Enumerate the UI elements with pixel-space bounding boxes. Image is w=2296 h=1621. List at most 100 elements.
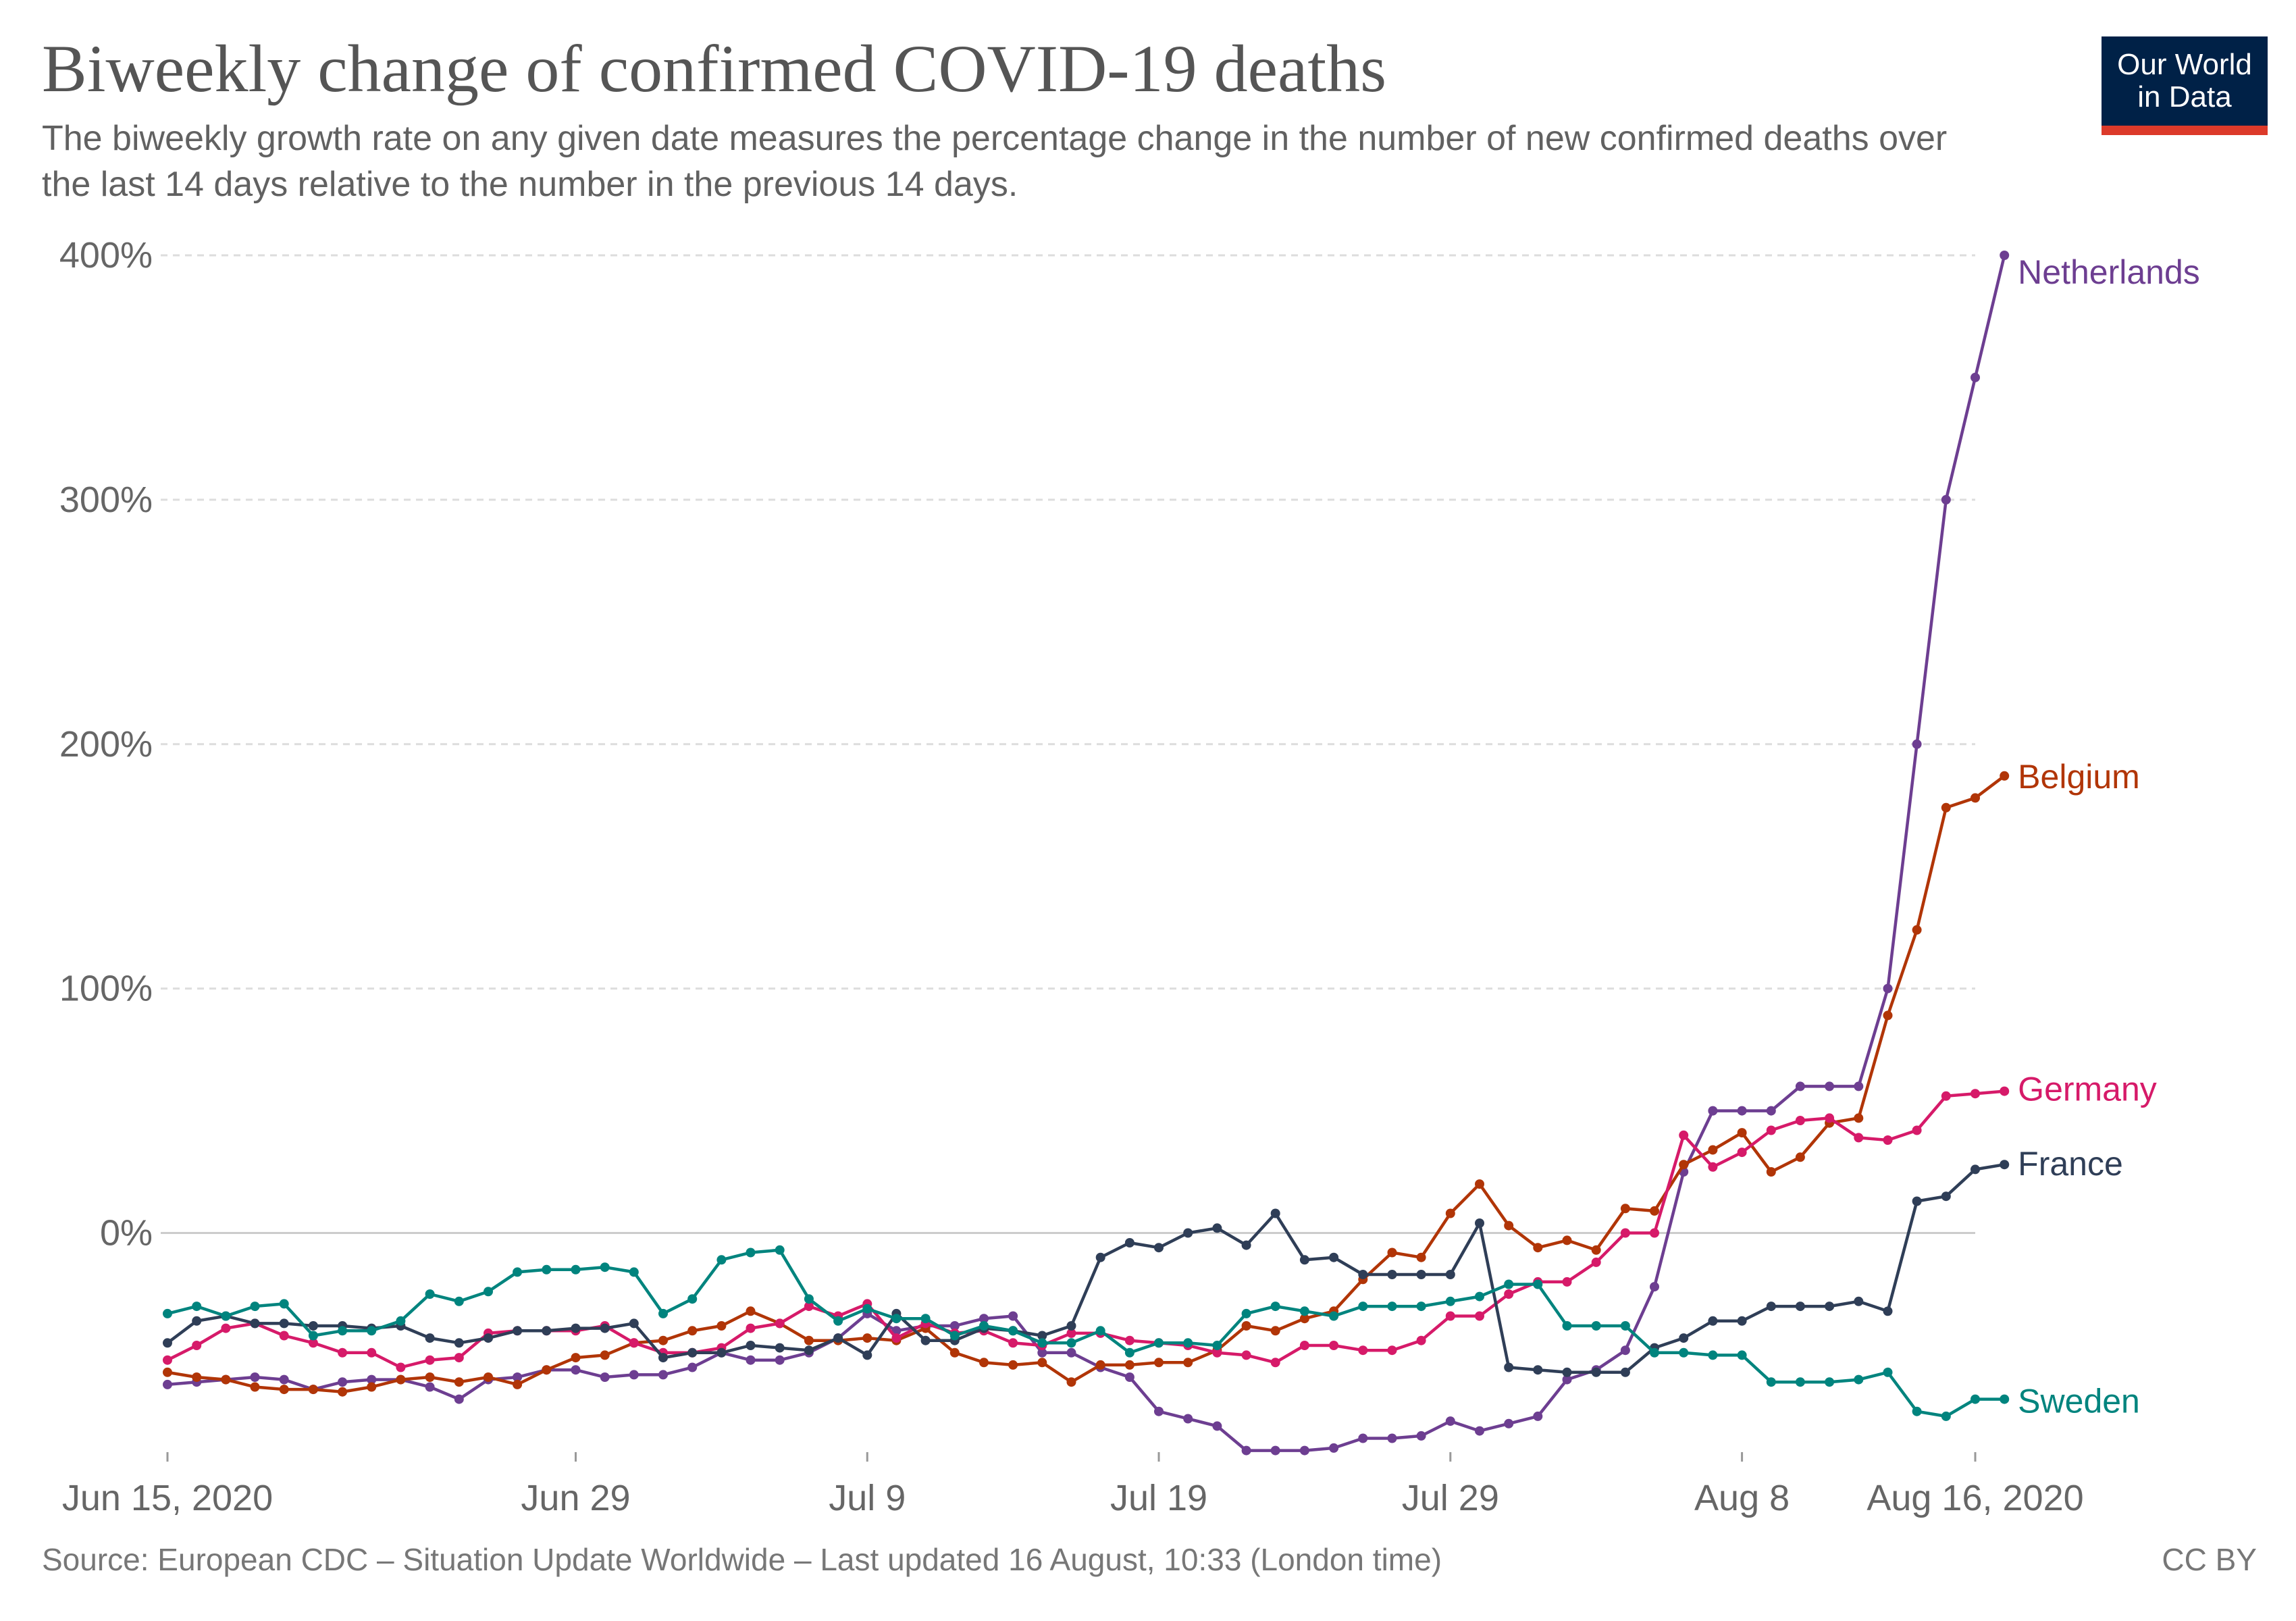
data-point: [1883, 1306, 1893, 1316]
data-point: [1854, 1374, 1864, 1385]
data-point: [425, 1289, 435, 1299]
data-point: [1650, 1347, 1659, 1358]
data-point: [1212, 1421, 1222, 1431]
data-point: [192, 1372, 202, 1382]
data-point: [1562, 1367, 1572, 1377]
data-point: [1737, 1350, 1747, 1360]
data-point: [338, 1387, 348, 1397]
data-point: [1445, 1416, 1455, 1426]
data-point: [1795, 1302, 1805, 1312]
data-point: [1212, 1223, 1222, 1233]
data-point: [1358, 1345, 1368, 1356]
data-point: [1066, 1347, 1076, 1358]
y-tick-label: 200%: [59, 724, 153, 765]
data-point: [1387, 1270, 1397, 1279]
data-point: [1212, 1341, 1222, 1350]
data-point: [1475, 1311, 1484, 1321]
data-point: [454, 1338, 464, 1348]
data-point: [1825, 1377, 1835, 1387]
data-point: [1766, 1302, 1776, 1312]
data-point: [1154, 1406, 1164, 1416]
data-point: [367, 1326, 377, 1336]
data-point: [1358, 1302, 1368, 1312]
series-label-sweden: Sweden: [2018, 1383, 2140, 1420]
data-point: [687, 1326, 698, 1336]
data-point: [1416, 1302, 1426, 1312]
series-lines: [163, 251, 2010, 1456]
data-point: [1329, 1443, 1339, 1453]
data-point: [1241, 1445, 1251, 1456]
data-point: [1883, 983, 1893, 994]
data-point: [1825, 1081, 1835, 1091]
x-tick-label: Jul 29: [1402, 1478, 1499, 1518]
data-point: [949, 1331, 960, 1341]
data-point: [1971, 1089, 1980, 1099]
data-point: [1095, 1360, 1105, 1370]
data-point: [221, 1311, 231, 1321]
series-line: [167, 255, 2006, 1452]
x-tick-label: Jul 9: [829, 1478, 906, 1518]
data-point: [250, 1302, 260, 1312]
data-point: [1708, 1106, 1718, 1116]
data-point: [658, 1370, 668, 1380]
data-point: [1591, 1321, 1601, 1331]
data-point: [1737, 1148, 1747, 1158]
data-point: [308, 1331, 318, 1341]
data-point: [1095, 1252, 1105, 1262]
data-point: [1941, 1411, 1951, 1421]
data-point: [1212, 1347, 1222, 1358]
data-point: [949, 1347, 960, 1358]
chart-title: Biweekly change of confirmed COVID-19 de…: [42, 31, 1387, 106]
data-point: [1708, 1350, 1718, 1360]
data-point: [1124, 1360, 1134, 1370]
data-point: [1679, 1130, 1689, 1140]
series-label-germany: Germany: [2018, 1071, 2157, 1108]
data-point: [2000, 1394, 2010, 1404]
data-point: [1504, 1279, 1514, 1289]
data-point: [1416, 1431, 1426, 1441]
data-point: [1795, 1377, 1805, 1387]
data-point: [1620, 1204, 1630, 1214]
data-point: [396, 1362, 406, 1372]
source-note: Source: European CDC – Situation Update …: [42, 1542, 1442, 1577]
data-point: [542, 1264, 552, 1275]
data-point: [1591, 1245, 1601, 1255]
data-point: [979, 1314, 989, 1324]
x-axis: Jun 15, 2020 Jun 29 Jul 9 Jul 19 Jul 29 Aug 8…: [62, 1452, 2084, 1518]
data-point: [454, 1394, 464, 1404]
data-point: [891, 1333, 902, 1343]
data-point: [1299, 1255, 1309, 1265]
data-point: [1270, 1208, 1280, 1218]
data-point: [279, 1331, 289, 1341]
data-point: [221, 1374, 231, 1385]
data-point: [687, 1347, 698, 1358]
data-point: [1241, 1350, 1251, 1360]
owid-logo[interactable]: Our World in Data: [2102, 36, 2268, 135]
data-point: [629, 1267, 639, 1277]
data-point: [1766, 1167, 1776, 1177]
data-point: [1679, 1347, 1689, 1358]
data-point: [308, 1321, 318, 1331]
data-point: [1387, 1433, 1397, 1443]
data-point: [1941, 1091, 1951, 1101]
data-point: [746, 1247, 756, 1258]
data-point: [454, 1377, 464, 1387]
data-point: [1825, 1113, 1835, 1123]
data-point: [629, 1318, 639, 1329]
series-france: [163, 1160, 2010, 1377]
data-point: [862, 1304, 872, 1314]
series-germany: [163, 1086, 2010, 1372]
data-point: [1533, 1243, 1543, 1253]
data-point: [484, 1372, 493, 1382]
data-point: [163, 1367, 172, 1377]
data-point: [1795, 1116, 1805, 1125]
data-point: [513, 1326, 523, 1336]
license-link[interactable]: CC BY: [2162, 1542, 2257, 1577]
data-point: [396, 1316, 406, 1326]
chart-subtitle: The biweekly growth rate on any given da…: [42, 119, 1948, 204]
data-point: [192, 1316, 202, 1326]
data-point: [746, 1341, 756, 1350]
data-point: [629, 1370, 639, 1380]
data-point: [571, 1323, 581, 1333]
